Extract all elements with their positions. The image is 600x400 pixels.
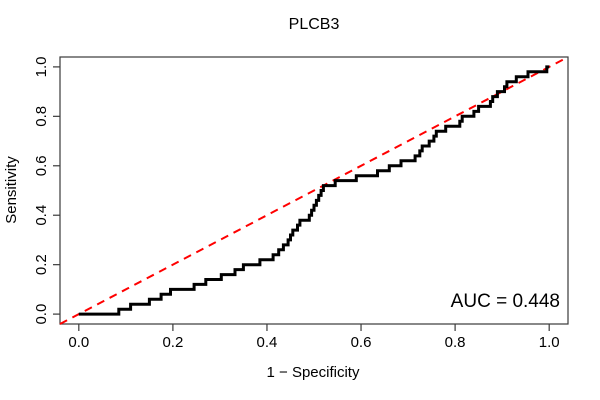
x-tick-label: 1.0	[539, 334, 560, 351]
x-tick-label: 0.2	[162, 334, 183, 351]
x-axis-label: 1 − Specificity	[267, 364, 360, 381]
x-axis-ticks: 0.0 0.2 0.4 0.6 0.8 1.0	[68, 324, 560, 351]
roc-curve	[78, 65, 550, 316]
plot-box	[59, 56, 569, 325]
y-tick-label: 1.0	[33, 56, 50, 77]
x-tick-label: 0.8	[445, 334, 466, 351]
y-tick-label: 0.0	[33, 304, 50, 325]
y-axis-ticks: 0.0 0.2 0.4 0.6 0.8 1.0	[33, 56, 60, 325]
x-tick-label: 0.4	[257, 334, 278, 351]
x-tick-label: 0.0	[68, 334, 89, 351]
y-tick-label: 0.2	[33, 254, 50, 275]
diagonal-reference-line	[59, 56, 569, 325]
y-tick-label: 0.8	[33, 106, 50, 127]
y-tick-label: 0.4	[33, 205, 50, 226]
auc-annotation: AUC = 0.448	[451, 291, 560, 312]
chart-title: PLCB3	[289, 16, 340, 33]
x-tick-label: 0.6	[351, 334, 372, 351]
y-axis-label: Sensitivity	[3, 156, 20, 224]
y-tick-label: 0.6	[33, 155, 50, 176]
